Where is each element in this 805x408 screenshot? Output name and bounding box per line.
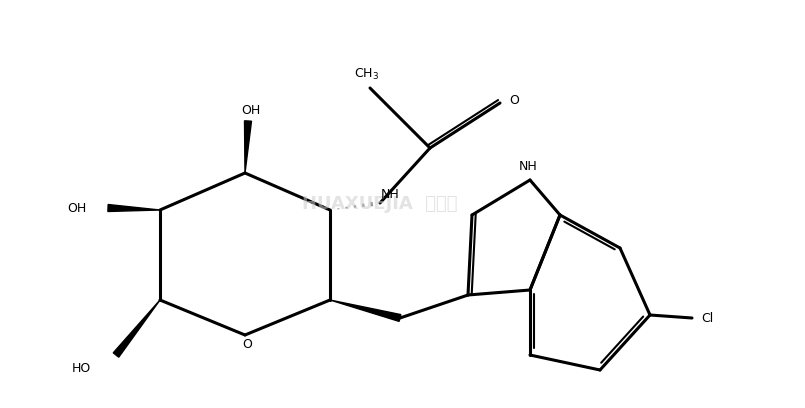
Polygon shape <box>245 121 251 173</box>
Text: OH: OH <box>242 104 261 118</box>
Text: NH: NH <box>381 188 399 202</box>
Text: Cl: Cl <box>701 311 713 324</box>
Polygon shape <box>108 204 160 211</box>
Polygon shape <box>330 300 401 322</box>
Text: OH: OH <box>67 202 86 215</box>
Text: O: O <box>509 95 519 107</box>
Polygon shape <box>114 300 160 357</box>
Text: HUAXUEJIA  化学加: HUAXUEJIA 化学加 <box>302 195 458 213</box>
Text: O: O <box>242 339 252 352</box>
Text: NH: NH <box>518 160 538 173</box>
Text: HO: HO <box>72 361 91 375</box>
Text: CH$_3$: CH$_3$ <box>354 67 380 82</box>
